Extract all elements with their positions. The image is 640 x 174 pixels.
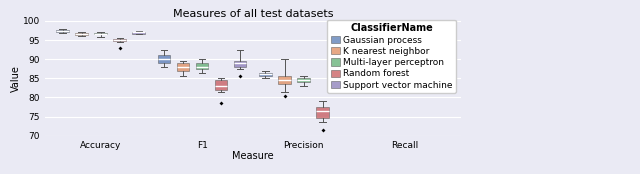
Legend: Gaussian process, K nearest neighbor, Multi-layer perceptron, Random forest, Sup: Gaussian process, K nearest neighbor, Mu…	[327, 20, 456, 93]
PathPatch shape	[316, 107, 329, 118]
PathPatch shape	[234, 61, 246, 67]
PathPatch shape	[158, 55, 170, 63]
X-axis label: Measure: Measure	[232, 151, 274, 161]
PathPatch shape	[94, 33, 107, 34]
PathPatch shape	[399, 37, 412, 40]
PathPatch shape	[132, 32, 145, 34]
PathPatch shape	[177, 63, 189, 71]
PathPatch shape	[335, 76, 348, 80]
PathPatch shape	[215, 80, 227, 90]
PathPatch shape	[380, 42, 392, 50]
PathPatch shape	[76, 33, 88, 35]
Y-axis label: Value: Value	[12, 65, 21, 92]
PathPatch shape	[56, 30, 68, 32]
PathPatch shape	[361, 36, 373, 40]
PathPatch shape	[437, 34, 449, 37]
PathPatch shape	[113, 39, 126, 41]
PathPatch shape	[418, 53, 430, 57]
PathPatch shape	[278, 76, 291, 84]
PathPatch shape	[298, 78, 310, 82]
PathPatch shape	[259, 73, 272, 76]
PathPatch shape	[196, 63, 208, 69]
Title: Measures of all test datasets: Measures of all test datasets	[173, 9, 333, 19]
